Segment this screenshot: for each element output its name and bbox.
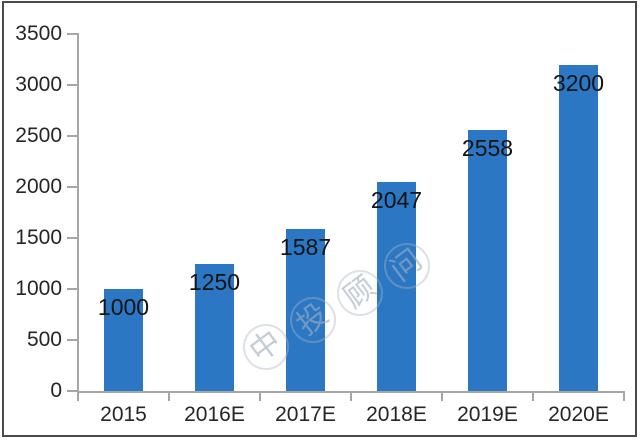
x-tick-mark-1: [168, 393, 170, 401]
x-tick-label-2019E: 2019E: [457, 403, 518, 426]
y-tick-mark-500: [67, 339, 78, 341]
y-tick-mark-2500: [67, 135, 78, 137]
bar-2015: [104, 289, 143, 391]
x-tick-mark-6: [623, 393, 625, 401]
x-tick-mark-0: [77, 393, 79, 401]
x-tick-mark-2: [259, 393, 261, 401]
x-tick-mark-5: [532, 393, 534, 401]
bar-value-label-2019E: 2558: [461, 135, 514, 162]
y-tick-label-2000: 2000: [15, 175, 62, 198]
bar-value-label-2020E: 3200: [552, 69, 605, 96]
x-tick-mark-4: [441, 393, 443, 401]
x-tick-label-2017E: 2017E: [275, 403, 336, 426]
y-tick-label-1500: 1500: [15, 226, 62, 249]
bar-2018E: [377, 182, 416, 391]
bar-2019E: [468, 130, 507, 391]
bar-value-label-2018E: 2047: [370, 187, 423, 214]
y-tick-label-3500: 3500: [15, 22, 62, 45]
y-tick-label-1000: 1000: [15, 277, 62, 300]
y-tick-mark-2000: [67, 186, 78, 188]
x-tick-mark-3: [350, 393, 352, 401]
y-tick-mark-1500: [67, 237, 78, 239]
y-tick-label-500: 500: [26, 328, 62, 351]
x-tick-label-2016E: 2016E: [184, 403, 245, 426]
x-tick-label-2020E: 2020E: [548, 403, 609, 426]
bar-value-label-2016E: 1250: [188, 268, 241, 295]
y-tick-label-0: 0: [50, 379, 62, 402]
chart-frame: [2, 1, 637, 437]
y-axis-line: [77, 33, 79, 392]
y-tick-mark-3000: [67, 84, 78, 86]
bar-2020E: [559, 64, 598, 391]
y-tick-mark-1000: [67, 288, 78, 290]
bar-value-label-2015: 1000: [97, 294, 150, 320]
y-tick-label-3000: 3000: [15, 73, 62, 96]
y-tick-mark-0: [67, 390, 78, 392]
x-axis-line: [77, 391, 625, 393]
bar-2017E: [286, 229, 325, 391]
x-tick-label-2015: 2015: [100, 403, 147, 426]
y-tick-mark-3500: [67, 33, 78, 35]
bar-value-label-2017E: 1587: [279, 234, 332, 261]
x-tick-label-2018E: 2018E: [366, 403, 427, 426]
y-tick-label-2500: 2500: [15, 124, 62, 147]
bar-2016E: [195, 263, 234, 391]
